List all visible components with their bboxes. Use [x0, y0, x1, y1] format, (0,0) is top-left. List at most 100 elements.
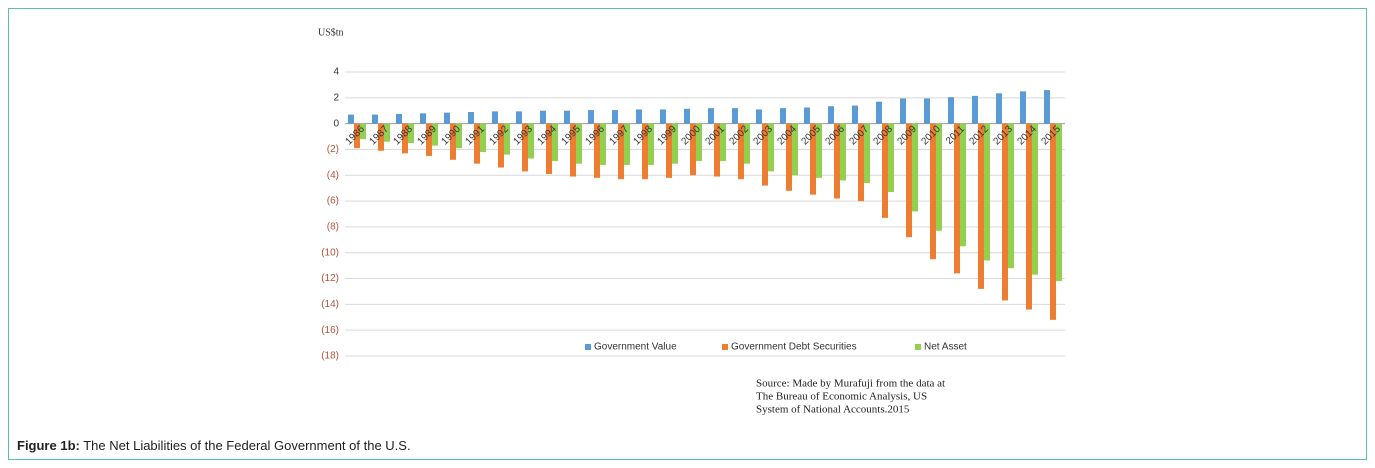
- bar: [546, 123, 552, 174]
- bar: [834, 123, 840, 199]
- bar: [516, 111, 522, 124]
- bar: [828, 106, 834, 124]
- bar: [660, 109, 666, 124]
- bar: [456, 123, 462, 149]
- bar: [978, 123, 984, 289]
- bar: [930, 123, 936, 260]
- y-tick-label: (2): [327, 144, 339, 155]
- bar: [576, 123, 582, 164]
- legend-swatch: [915, 344, 921, 350]
- source-line: System of National Accounts.2015: [756, 404, 910, 416]
- bar: [552, 123, 558, 162]
- bar: [780, 108, 786, 124]
- caption-text: The Net Liabilities of the Federal Gover…: [83, 438, 410, 453]
- bar: [504, 123, 510, 155]
- bar: [468, 112, 474, 124]
- bar: [810, 123, 816, 195]
- y-tick-label: (4): [327, 170, 339, 181]
- bar: [762, 123, 768, 186]
- bar: [960, 123, 966, 247]
- bar: [378, 123, 384, 151]
- bar: [900, 98, 906, 124]
- y-tick-label: 0: [333, 118, 339, 129]
- bar: [804, 107, 810, 124]
- bar: [792, 123, 798, 176]
- caption-label: Figure 1b:: [17, 438, 80, 453]
- bar: [648, 123, 654, 165]
- bar: [984, 123, 990, 261]
- bar: [840, 123, 846, 181]
- bar: [624, 123, 630, 165]
- bar: [744, 123, 750, 164]
- bar: [912, 123, 918, 212]
- bar: [480, 123, 486, 153]
- bar: [1044, 90, 1050, 124]
- bar: [852, 105, 858, 124]
- bar: [522, 123, 528, 172]
- bar: [906, 123, 912, 238]
- bar: [816, 123, 822, 178]
- bar: [882, 123, 888, 218]
- bar: [720, 123, 726, 162]
- bar: [348, 114, 354, 124]
- bar: [612, 110, 618, 124]
- bar: [1002, 123, 1008, 301]
- y-tick-label: (6): [327, 196, 339, 207]
- bar: [600, 123, 606, 165]
- bar: [768, 123, 774, 172]
- bar: [858, 123, 864, 202]
- bar: [384, 123, 390, 142]
- bar: [474, 123, 480, 164]
- bar: [1020, 91, 1026, 124]
- y-axis-label: US$tn: [318, 27, 344, 38]
- bar: [642, 123, 648, 180]
- y-tick-label: 2: [333, 92, 339, 103]
- bar: [756, 109, 762, 124]
- legend-label: Net Asset: [924, 342, 967, 353]
- bar: [570, 123, 576, 177]
- bar: [408, 123, 414, 143]
- bar: [936, 123, 942, 231]
- bar: [1056, 123, 1062, 282]
- bar: [690, 123, 696, 176]
- bar: [588, 110, 594, 124]
- y-tick-label: (10): [321, 247, 339, 258]
- bar: [1026, 123, 1032, 310]
- bar: [864, 123, 870, 184]
- bar: [666, 123, 672, 178]
- bar: [672, 123, 678, 164]
- bar: [528, 123, 534, 159]
- y-tick-label: (18): [321, 351, 339, 362]
- source-line: Source: Made by Murafuji from the data a…: [756, 378, 945, 390]
- bar: [738, 123, 744, 180]
- y-tick-label: (16): [321, 325, 339, 336]
- bar: [996, 93, 1002, 124]
- bar: [696, 123, 702, 162]
- bar: [396, 113, 402, 124]
- bar: [636, 109, 642, 124]
- bar: [450, 123, 456, 160]
- bar: [360, 123, 366, 140]
- source-line: The Bureau of Economic Analysis, US: [756, 391, 927, 403]
- legend-label: Government Debt Securities: [731, 342, 857, 353]
- bar: [954, 123, 960, 274]
- bar: [564, 110, 570, 124]
- bar: [372, 114, 378, 124]
- bar: [732, 108, 738, 124]
- bar: [714, 123, 720, 177]
- legend-swatch: [585, 344, 591, 350]
- bar: [420, 113, 426, 124]
- bar: [1032, 123, 1038, 275]
- legend-swatch: [722, 344, 728, 350]
- bar: [1050, 123, 1056, 320]
- y-tick-label: (12): [321, 273, 339, 284]
- bar: [492, 111, 498, 124]
- bar: [708, 108, 714, 124]
- bar: [1008, 123, 1014, 269]
- bar: [618, 123, 624, 180]
- y-tick-label: (14): [321, 299, 339, 310]
- bar: [540, 110, 546, 124]
- legend-label: Government Value: [594, 342, 677, 353]
- bar: [924, 98, 930, 124]
- caption: Figure 1b: The Net Liabilities of the Fe…: [17, 438, 411, 453]
